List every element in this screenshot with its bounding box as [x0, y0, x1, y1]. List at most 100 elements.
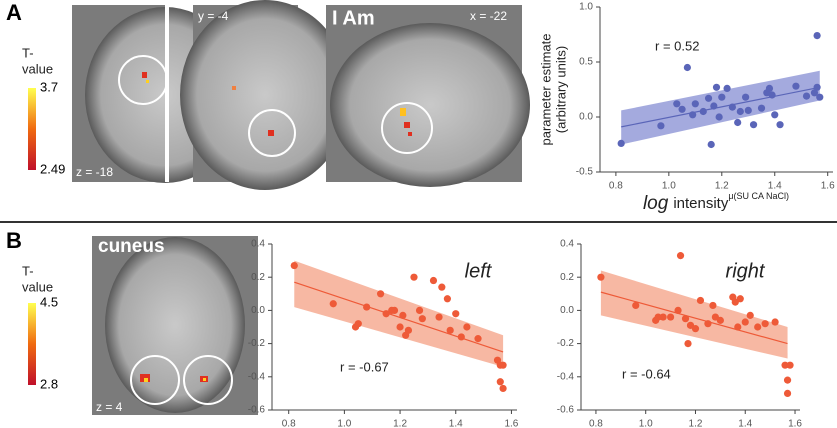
data-point: [691, 325, 700, 333]
x-tick-label: 1.4: [738, 419, 752, 428]
data-point: [786, 361, 794, 369]
colorbar-max: 4.5: [40, 294, 58, 309]
data-point: [813, 31, 821, 40]
colorbar-min: 2.49: [40, 161, 65, 176]
data-point: [457, 333, 465, 341]
data-point: [757, 104, 766, 112]
fit-line: [600, 291, 788, 345]
y-tick-label: 0.4: [560, 239, 574, 250]
x-tick-label: 1.0: [639, 419, 653, 428]
data-point: [723, 84, 731, 92]
colorbar-title: T-: [22, 45, 34, 60]
y-tick-label: 0.0: [579, 112, 593, 123]
colorbar-title: T-: [22, 263, 34, 278]
data-point: [704, 320, 712, 328]
y-tick-label: 0.0: [251, 305, 265, 316]
data-point: [813, 83, 821, 91]
x-tick-label: 0.8: [609, 181, 623, 192]
colorbar-title: value: [22, 61, 53, 76]
data-point: [783, 376, 792, 384]
data-point: [363, 303, 371, 311]
confidence-band: [294, 260, 504, 367]
data-point: [744, 106, 752, 114]
data-point: [689, 111, 697, 119]
data-point: [429, 276, 438, 285]
slice-coordinate: z = 4: [96, 400, 123, 414]
data-point: [290, 261, 298, 270]
data-point: [390, 306, 399, 314]
panel-letter: B: [6, 228, 22, 253]
data-point: [741, 318, 749, 326]
data-point: [716, 316, 724, 324]
data-point: [691, 100, 699, 108]
slice-coordinate: z = -18: [76, 165, 113, 179]
data-point: [746, 311, 754, 319]
y-tick-label: 0.2: [560, 272, 574, 283]
x-tick-label: 0.8: [282, 419, 296, 428]
data-point: [678, 105, 686, 113]
x-axis-label-part: intensity: [673, 195, 729, 212]
region-label: I Am: [332, 7, 375, 29]
data-point: [410, 273, 418, 281]
data-point: [696, 296, 705, 305]
colorbar: [28, 303, 36, 385]
confidence-band: [600, 270, 788, 359]
data-point: [681, 315, 690, 323]
data-point: [707, 140, 715, 149]
data-point: [415, 306, 424, 314]
x-tick-label: 1.2: [393, 419, 407, 428]
data-point: [657, 122, 665, 130]
data-point: [712, 83, 721, 91]
brain-slice: [326, 5, 530, 187]
chart-title: left: [465, 260, 493, 282]
slice-coordinate: x = -22: [470, 9, 507, 23]
data-point: [654, 313, 662, 321]
data-point: [810, 89, 819, 97]
colorbar: [28, 88, 36, 170]
x-axis-label-part: log: [643, 193, 669, 214]
data-point: [632, 301, 640, 310]
data-point: [676, 252, 685, 260]
data-point: [443, 295, 451, 303]
data-point: [768, 91, 776, 99]
data-point: [742, 93, 750, 101]
data-point: [765, 84, 774, 92]
y-tick-label: -0.2: [248, 338, 266, 349]
data-point: [673, 100, 681, 108]
y-tick-label: -0.4: [557, 371, 575, 382]
data-point: [438, 283, 446, 291]
data-point: [816, 93, 824, 101]
y-tick-label: 0.2: [251, 272, 265, 283]
x-tick-label: 0.8: [589, 419, 603, 428]
data-point: [728, 103, 736, 111]
x-axis-label-part: μ(SU CA NaCl): [728, 191, 789, 201]
data-point: [709, 301, 717, 310]
data-point: [771, 318, 779, 326]
x-tick-label: 1.0: [337, 419, 351, 428]
data-point: [749, 121, 758, 129]
data-point: [435, 313, 443, 321]
data-point: [666, 313, 675, 321]
slice-coordinate: y = -4: [198, 9, 229, 23]
data-point: [781, 361, 789, 369]
data-point: [771, 111, 779, 119]
data-point: [674, 306, 682, 314]
annotation: r = -0.67: [340, 359, 389, 374]
x-tick-label: 1.0: [662, 181, 676, 192]
fit-line: [294, 281, 504, 353]
data-point: [496, 378, 504, 386]
data-point: [499, 361, 507, 369]
y-tick-label: -0.4: [248, 371, 266, 382]
chart-title: right: [726, 260, 766, 282]
brain-slice: [180, 0, 350, 190]
data-point: [617, 139, 625, 147]
x-tick-label: 1.6: [504, 419, 518, 428]
x-axis-label: log intensityμ(SU CA NaCl): [643, 191, 789, 214]
data-point: [396, 323, 404, 331]
data-point: [736, 295, 744, 303]
x-tick-label: 1.4: [449, 419, 463, 428]
data-point: [684, 340, 692, 348]
data-point: [597, 273, 605, 281]
